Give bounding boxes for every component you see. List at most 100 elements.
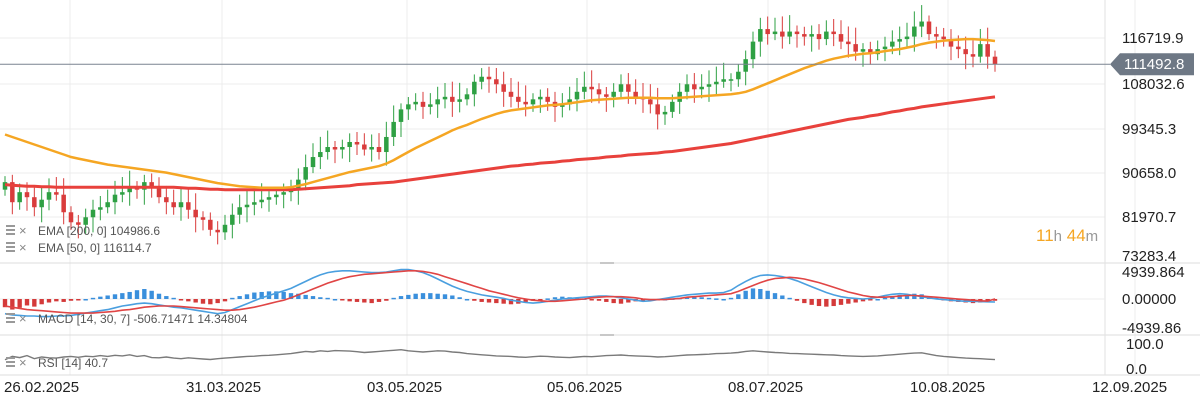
macd-histogram-bar xyxy=(61,299,66,302)
date-tick-label: 03.05.2025 xyxy=(367,379,442,396)
candle-body xyxy=(721,79,726,82)
macd-histogram-bar xyxy=(501,299,506,304)
legend-close-icon: × xyxy=(19,223,27,238)
macd-histogram-bar xyxy=(186,299,191,302)
candle-body xyxy=(816,34,822,40)
macd-histogram-bar xyxy=(802,299,807,304)
macd-histogram-bar xyxy=(362,299,367,303)
macd-histogram-bar xyxy=(457,297,462,299)
candle-body xyxy=(39,199,44,208)
candle-body xyxy=(200,217,206,220)
rsi-legend-label: RSI [14] 40.7 xyxy=(38,356,108,370)
legend-menu-icon xyxy=(6,246,15,248)
macd-histogram-bar xyxy=(332,299,338,301)
macd-histogram-bar xyxy=(596,299,602,301)
candle-body xyxy=(420,101,426,107)
macd-histogram-bar xyxy=(288,293,294,299)
candle-body xyxy=(589,86,594,90)
macd-histogram-bar xyxy=(758,289,763,299)
candle-body xyxy=(648,99,653,105)
macd-histogram-bar xyxy=(692,296,697,299)
candle-body xyxy=(98,207,103,210)
candle-body xyxy=(252,202,257,205)
macd-histogram-bar xyxy=(222,299,228,302)
legend-menu-icon xyxy=(6,313,15,315)
candle-body xyxy=(787,31,792,37)
macd-histogram-bar xyxy=(611,299,616,304)
macd-histogram-bar xyxy=(149,290,154,299)
macd-histogram-bar xyxy=(215,299,220,304)
candle-body xyxy=(164,197,169,203)
macd-histogram-bar xyxy=(604,299,609,302)
macd-histogram-bar xyxy=(46,299,52,303)
candle-body xyxy=(765,29,770,35)
candle-body xyxy=(912,26,917,37)
legend-menu-icon xyxy=(6,321,15,323)
legend-close-icon: × xyxy=(19,355,27,370)
candle-body xyxy=(684,84,690,92)
legend-menu-icon xyxy=(6,250,15,252)
candle-body xyxy=(17,192,22,203)
candle-body xyxy=(560,104,565,107)
candle-body xyxy=(523,101,528,105)
macd-histogram-bar xyxy=(765,290,770,299)
candle-body xyxy=(347,141,352,148)
candle-body xyxy=(574,91,580,100)
macd-histogram-bar xyxy=(112,294,118,299)
macd-histogram-bar xyxy=(274,291,279,299)
price-tick-label: 81970.7 xyxy=(1122,209,1176,226)
date-tick-label: 26.02.2025 xyxy=(4,379,79,396)
macd-histogram-bar xyxy=(523,299,528,302)
candle-body xyxy=(112,194,118,203)
candle-body xyxy=(985,44,990,57)
candle-body xyxy=(105,202,110,208)
price-tick-label: 108032.6 xyxy=(1122,76,1185,93)
ema-legend-label: EMA [200, 0] 104986.6 xyxy=(38,224,160,238)
macd-histogram-bar xyxy=(853,299,858,303)
macd-histogram-bar xyxy=(618,299,624,304)
macd-histogram-bar xyxy=(714,298,719,300)
legend-menu-icon xyxy=(6,229,15,231)
macd-histogram-bar xyxy=(882,297,888,300)
macd-histogram-bar xyxy=(76,299,81,301)
candle-body xyxy=(802,34,807,37)
candle-body xyxy=(186,202,191,210)
macd-histogram-bar xyxy=(838,299,844,305)
candle-body xyxy=(743,59,748,72)
candle-body xyxy=(838,34,844,42)
macd-histogram-bar xyxy=(890,296,895,299)
candle-body xyxy=(596,89,602,95)
macd-histogram-bar xyxy=(171,297,176,300)
candle-body xyxy=(882,46,888,50)
price-tick-label: 90658.0 xyxy=(1122,165,1176,182)
date-tick-label: 31.03.2025 xyxy=(186,379,261,396)
rsi-tick-label: 0.0 xyxy=(1126,361,1147,378)
macd-histogram-bar xyxy=(127,291,132,299)
candle-body xyxy=(259,199,264,203)
macd-histogram-bar xyxy=(296,293,301,299)
macd-histogram-bar xyxy=(545,298,550,300)
candle-body xyxy=(948,39,954,47)
candle-body xyxy=(926,21,932,35)
legend-menu-icon xyxy=(6,242,15,244)
candle-body xyxy=(362,144,367,150)
candle-body xyxy=(941,36,946,40)
date-tick-label: 10.08.2025 xyxy=(910,379,985,396)
macd-histogram-bar xyxy=(897,294,902,299)
macd-histogram-bar xyxy=(17,299,22,308)
candle-body xyxy=(934,34,939,37)
macd-histogram-bar xyxy=(369,299,374,304)
candle-body xyxy=(303,167,308,180)
macd-histogram-bar xyxy=(787,297,792,300)
legends[interactable]: × EMA [200, 0] 104986.6 × EMA [50, 0] 11611… xyxy=(6,223,248,370)
candle-body xyxy=(149,182,154,188)
candle-body xyxy=(222,224,228,233)
macd-signal-line xyxy=(4,269,996,314)
countdown-minutes: 44 xyxy=(1066,226,1086,245)
macd-histogram-bar xyxy=(120,293,125,299)
macd-histogram-bar xyxy=(68,299,74,301)
countdown-hours-unit: h xyxy=(1053,228,1062,245)
legend-menu-icon xyxy=(6,233,15,235)
macd-histogram-bar xyxy=(699,297,704,299)
